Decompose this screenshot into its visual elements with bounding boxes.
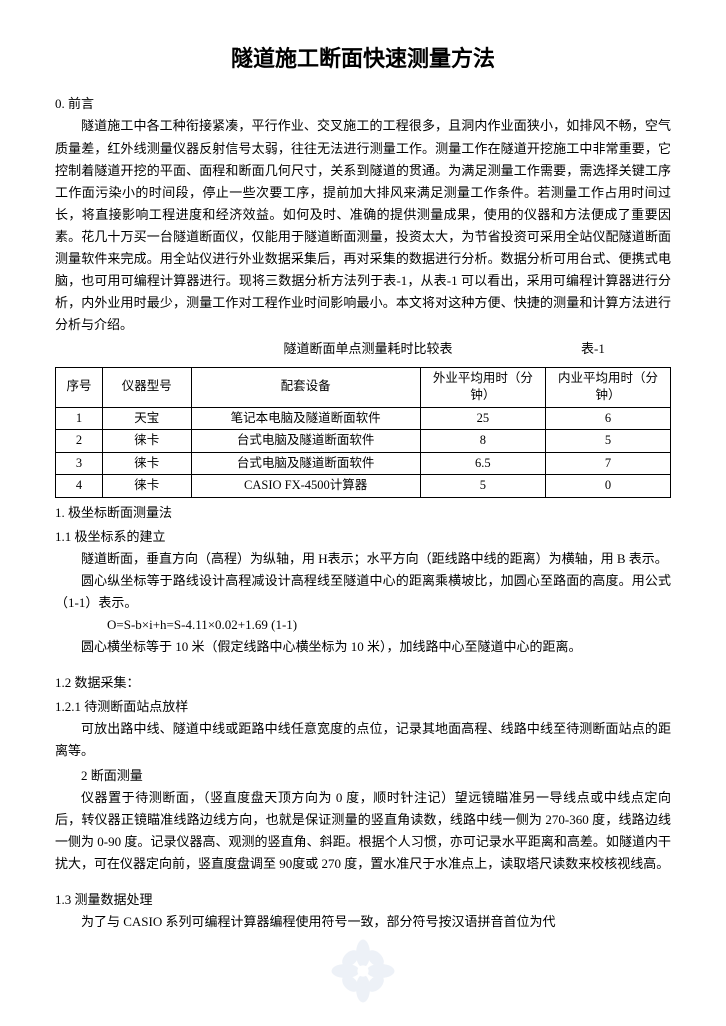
cell-seq: 1 <box>56 407 103 430</box>
cell-seq: 2 <box>56 430 103 453</box>
p-1-2-1: 可放出路中线、隧道中线或距路中线任意宽度的点位，记录其地面高程、线路中线至待测断… <box>55 718 671 762</box>
table-row: 3 徕卡 台式电脑及隧道断面软件 6.5 7 <box>56 452 671 475</box>
comparison-table: 序号 仪器型号 配套设备 外业平均用时（分钟） 内业平均用时（分钟） 1 天宝 … <box>55 367 671 498</box>
cell-model: 徕卡 <box>102 475 191 498</box>
cell-in: 0 <box>545 475 670 498</box>
cell-out: 5 <box>420 475 545 498</box>
cell-equip: 台式电脑及隧道断面软件 <box>191 452 420 475</box>
p-1-1b: 圆心纵坐标等于路线设计高程减设计高程线至隧道中心的距离乘横坡比，加圆心至路面的高… <box>55 570 671 614</box>
th-model: 仪器型号 <box>102 367 191 407</box>
section-1-2-heading: 1.2 数据采集： <box>55 672 671 694</box>
th-seq: 序号 <box>56 367 103 407</box>
table-row: 4 徕卡 CASIO FX-4500计算器 5 0 <box>56 475 671 498</box>
table-caption-row: 隧道断面单点测量耗时比较表 表-1 <box>55 338 671 360</box>
cell-model: 徕卡 <box>102 430 191 453</box>
section-1-2-1-heading: 1.2.1 待测断面站点放样 <box>55 696 671 718</box>
table-ref: 表-1 <box>581 338 661 360</box>
cell-out: 25 <box>420 407 545 430</box>
intro-paragraph: 隧道施工中各工种衔接紧凑，平行作业、交叉施工的工程很多，且洞内作业面狭小，如排风… <box>55 115 671 336</box>
section-0-heading: 0. 前言 <box>55 93 671 115</box>
section-1-1-heading: 1.1 极坐标系的建立 <box>55 526 671 548</box>
table-header-row: 序号 仪器型号 配套设备 外业平均用时（分钟） 内业平均用时（分钟） <box>56 367 671 407</box>
cell-equip: CASIO FX-4500计算器 <box>191 475 420 498</box>
table-row: 1 天宝 笔记本电脑及隧道断面软件 25 6 <box>56 407 671 430</box>
page-title: 隧道施工断面快速测量方法 <box>55 40 671 77</box>
cell-seq: 4 <box>56 475 103 498</box>
formula-1-1: O=S-b×i+h=S-4.11×0.02+1.69 (1-1) <box>55 614 671 636</box>
section-1-heading: 1. 极坐标断面测量法 <box>55 502 671 524</box>
th-out: 外业平均用时（分钟） <box>420 367 545 407</box>
cell-equip: 台式电脑及隧道断面软件 <box>191 430 420 453</box>
cell-out: 8 <box>420 430 545 453</box>
section-1-2-2-heading: 2 断面测量 <box>55 765 671 787</box>
p-1-3: 为了与 CASIO 系列可编程计算器编程使用符号一致，部分符号按汉语拼音首位为代 <box>55 911 671 933</box>
table-caption: 隧道断面单点测量耗时比较表 <box>65 338 581 360</box>
cell-seq: 3 <box>56 452 103 475</box>
cell-model: 天宝 <box>102 407 191 430</box>
cell-model: 徕卡 <box>102 452 191 475</box>
th-in: 内业平均用时（分钟） <box>545 367 670 407</box>
section-1-3-heading: 1.3 测量数据处理 <box>55 889 671 911</box>
cell-in: 5 <box>545 430 670 453</box>
table-row: 2 徕卡 台式电脑及隧道断面软件 8 5 <box>56 430 671 453</box>
p-1-1c: 圆心横坐标等于 10 米（假定线路中心横坐标为 10 米），加线路中心至隧道中心… <box>55 636 671 658</box>
th-equip: 配套设备 <box>191 367 420 407</box>
cell-in: 6 <box>545 407 670 430</box>
cell-out: 6.5 <box>420 452 545 475</box>
cell-in: 7 <box>545 452 670 475</box>
p-1-1a: 隧道断面，垂直方向（高程）为纵轴，用 H表示；水平方向（距线路中线的距离）为横轴… <box>55 548 671 570</box>
cell-equip: 笔记本电脑及隧道断面软件 <box>191 407 420 430</box>
watermark-icon <box>328 936 398 1006</box>
p-1-2-2: 仪器置于待测断面，（竖直度盘天顶方向为 0 度，顺时针注记）望远镜瞄准另一导线点… <box>55 787 671 875</box>
